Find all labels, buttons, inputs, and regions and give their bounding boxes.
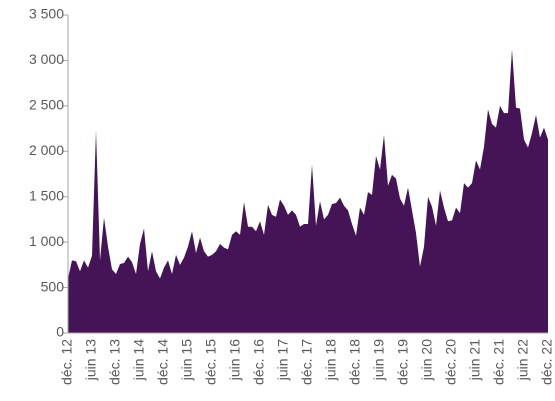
x-tick-label: juin 21 <box>467 339 483 381</box>
x-tick-label: juin 20 <box>419 339 435 381</box>
x-tick-label: déc. 12 <box>59 339 75 385</box>
x-tick-label: juin 13 <box>83 339 99 381</box>
x-tick-label: déc. 17 <box>299 339 315 385</box>
x-tick-label: déc. 19 <box>395 339 411 385</box>
x-tick-label: déc. 20 <box>443 339 459 385</box>
y-tick-label: 3 000 <box>29 51 64 67</box>
x-tick-label: juin 15 <box>179 339 195 381</box>
x-tick-label: déc. 21 <box>491 339 507 385</box>
x-tick-label: juin 18 <box>323 339 339 381</box>
x-tick-label: juin 16 <box>227 339 243 381</box>
x-tick-label: juin 17 <box>275 339 291 381</box>
x-tick-label: déc. 14 <box>155 339 171 385</box>
x-tick-label: déc. 22 <box>539 339 555 385</box>
y-tick-label: 1 000 <box>29 233 64 249</box>
area <box>68 49 548 333</box>
y-tick-label: 2 500 <box>29 97 64 113</box>
y-tick-label: 500 <box>41 278 65 294</box>
y-tick-label: 3 500 <box>29 6 64 22</box>
y-tick-label: 1 500 <box>29 187 64 203</box>
x-tick-label: déc. 15 <box>203 339 219 385</box>
y-tick-label: 2 000 <box>29 142 64 158</box>
x-tick-label: déc. 16 <box>251 339 267 385</box>
x-tick-label: juin 19 <box>371 339 387 381</box>
x-tick-label: juin 22 <box>515 339 531 381</box>
x-tick-label: déc. 18 <box>347 339 363 385</box>
x-tick-label: déc. 13 <box>107 339 123 385</box>
y-tick-label: 0 <box>56 324 64 340</box>
x-tick-label: juin 14 <box>131 339 147 381</box>
